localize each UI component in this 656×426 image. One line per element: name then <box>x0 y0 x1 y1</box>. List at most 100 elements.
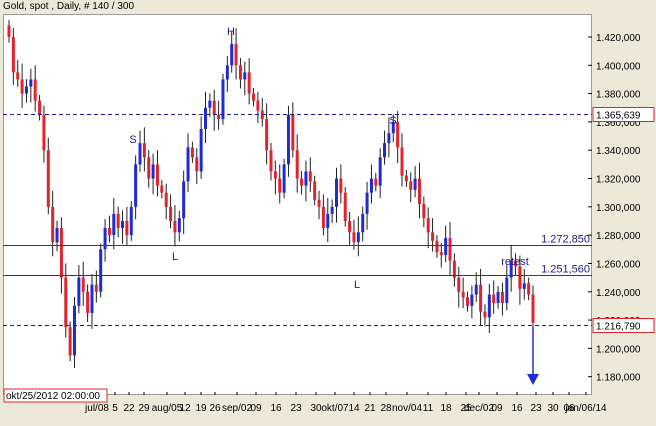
candle-body <box>204 107 207 129</box>
candle-body <box>522 283 526 289</box>
candle-body <box>348 220 352 233</box>
x-tick-label: 14 <box>348 403 360 414</box>
candle-body <box>426 218 430 233</box>
candle-body <box>295 150 299 179</box>
x-tick-label: 16 <box>270 403 282 414</box>
x-tick-label: 21 <box>364 403 376 414</box>
cursor-date-box <box>3 388 108 403</box>
candle-body <box>431 232 435 241</box>
x-tick-label: jan/06/14 <box>564 403 607 414</box>
candle-body <box>300 178 304 186</box>
candle-body <box>208 100 212 108</box>
candle-body <box>282 164 286 193</box>
candle-body <box>225 65 229 80</box>
x-tick-label: 25 <box>460 403 472 414</box>
candle-body <box>190 147 194 158</box>
candle-body <box>509 260 513 278</box>
candle-body <box>518 266 522 289</box>
candle-body <box>116 213 120 229</box>
x-tick-label: 29 <box>138 403 150 414</box>
candle-body <box>29 79 33 87</box>
x-tick-label: 18 <box>440 403 452 414</box>
y-tick-label: 1.200,000 <box>596 344 641 355</box>
candle-body <box>112 213 116 236</box>
x-tick-label: jul/08 <box>84 403 109 414</box>
candle-body <box>252 93 256 101</box>
x-tick-label: 28 <box>380 403 392 414</box>
candle-body <box>308 171 312 182</box>
candle-body <box>514 260 518 267</box>
pattern-annotation: retest <box>501 256 529 268</box>
candle-body <box>90 284 94 313</box>
candle-body <box>86 291 90 313</box>
pattern-annotation: H <box>227 26 235 38</box>
candle-body <box>487 294 491 318</box>
candle-body <box>125 220 129 236</box>
candle-body <box>378 157 382 186</box>
candle-body <box>42 114 46 151</box>
candle-body <box>33 79 37 101</box>
candle-body <box>68 327 72 356</box>
candle-body <box>199 128 203 172</box>
candle-body <box>64 277 68 328</box>
y-tick-label: 1.380,000 <box>596 90 641 101</box>
candle-body <box>291 114 295 151</box>
candle-body <box>160 185 164 193</box>
y-tick-label: 1.180,000 <box>596 373 641 384</box>
y-tick-label: 1.280,000 <box>596 231 641 242</box>
candle-body <box>409 181 413 190</box>
pattern-annotation: S <box>129 134 136 146</box>
y-tick-label: 1.300,000 <box>596 203 641 214</box>
x-tick-label: nov/04 <box>392 403 422 414</box>
level-price-label: 1.216,790 <box>596 322 641 333</box>
candle-body <box>461 291 465 298</box>
x-tick-label: 22 <box>123 403 135 414</box>
candle-body <box>73 305 76 356</box>
candle-body <box>365 192 369 214</box>
candle-body <box>496 291 500 304</box>
candle-body <box>417 178 421 204</box>
y-tick-label: 1.400,000 <box>596 61 641 72</box>
x-tick-label: 23 <box>290 403 302 414</box>
pattern-annotation: L <box>172 251 178 263</box>
candle-body <box>247 72 251 94</box>
candle-body <box>343 192 347 221</box>
candle-body <box>448 237 452 261</box>
candle-body <box>269 150 273 172</box>
candle-body <box>483 311 487 318</box>
candle-body <box>474 284 478 295</box>
candle-body <box>234 44 238 66</box>
x-tick-label: 09 <box>491 403 503 414</box>
candle-body <box>452 260 456 278</box>
candle-body <box>400 147 404 176</box>
x-tick-label: 12 <box>179 403 191 414</box>
candle-body <box>500 291 504 304</box>
candle-body <box>422 204 426 219</box>
candle-body <box>278 178 282 193</box>
cursor-date-label: okt/25/2012 02:00:00 <box>6 391 100 402</box>
y-tick-label: 1.320,000 <box>596 175 641 186</box>
candle-body <box>55 228 59 243</box>
x-tick-label: 06 <box>563 403 575 414</box>
candle-body <box>317 199 321 207</box>
candle-body <box>339 178 343 193</box>
x-tick-label: dec/02 <box>464 403 494 414</box>
candle-body <box>212 100 216 115</box>
candle-body <box>182 181 186 219</box>
y-tick-label: 1.240,000 <box>596 288 641 299</box>
candle-body <box>221 79 225 120</box>
candle-body <box>361 213 365 233</box>
candle-body <box>505 277 509 304</box>
x-tick-label: okt/07 <box>321 403 349 414</box>
candle-body <box>164 192 168 207</box>
candle-body <box>173 220 177 233</box>
candle-body <box>99 249 103 292</box>
candle-body <box>396 121 400 148</box>
plot-area[interactable] <box>3 14 592 395</box>
candle-body <box>51 206 55 243</box>
candle-body <box>265 119 269 151</box>
candle-body <box>46 150 50 207</box>
candle-body <box>195 157 199 172</box>
level-price-box <box>592 107 655 122</box>
